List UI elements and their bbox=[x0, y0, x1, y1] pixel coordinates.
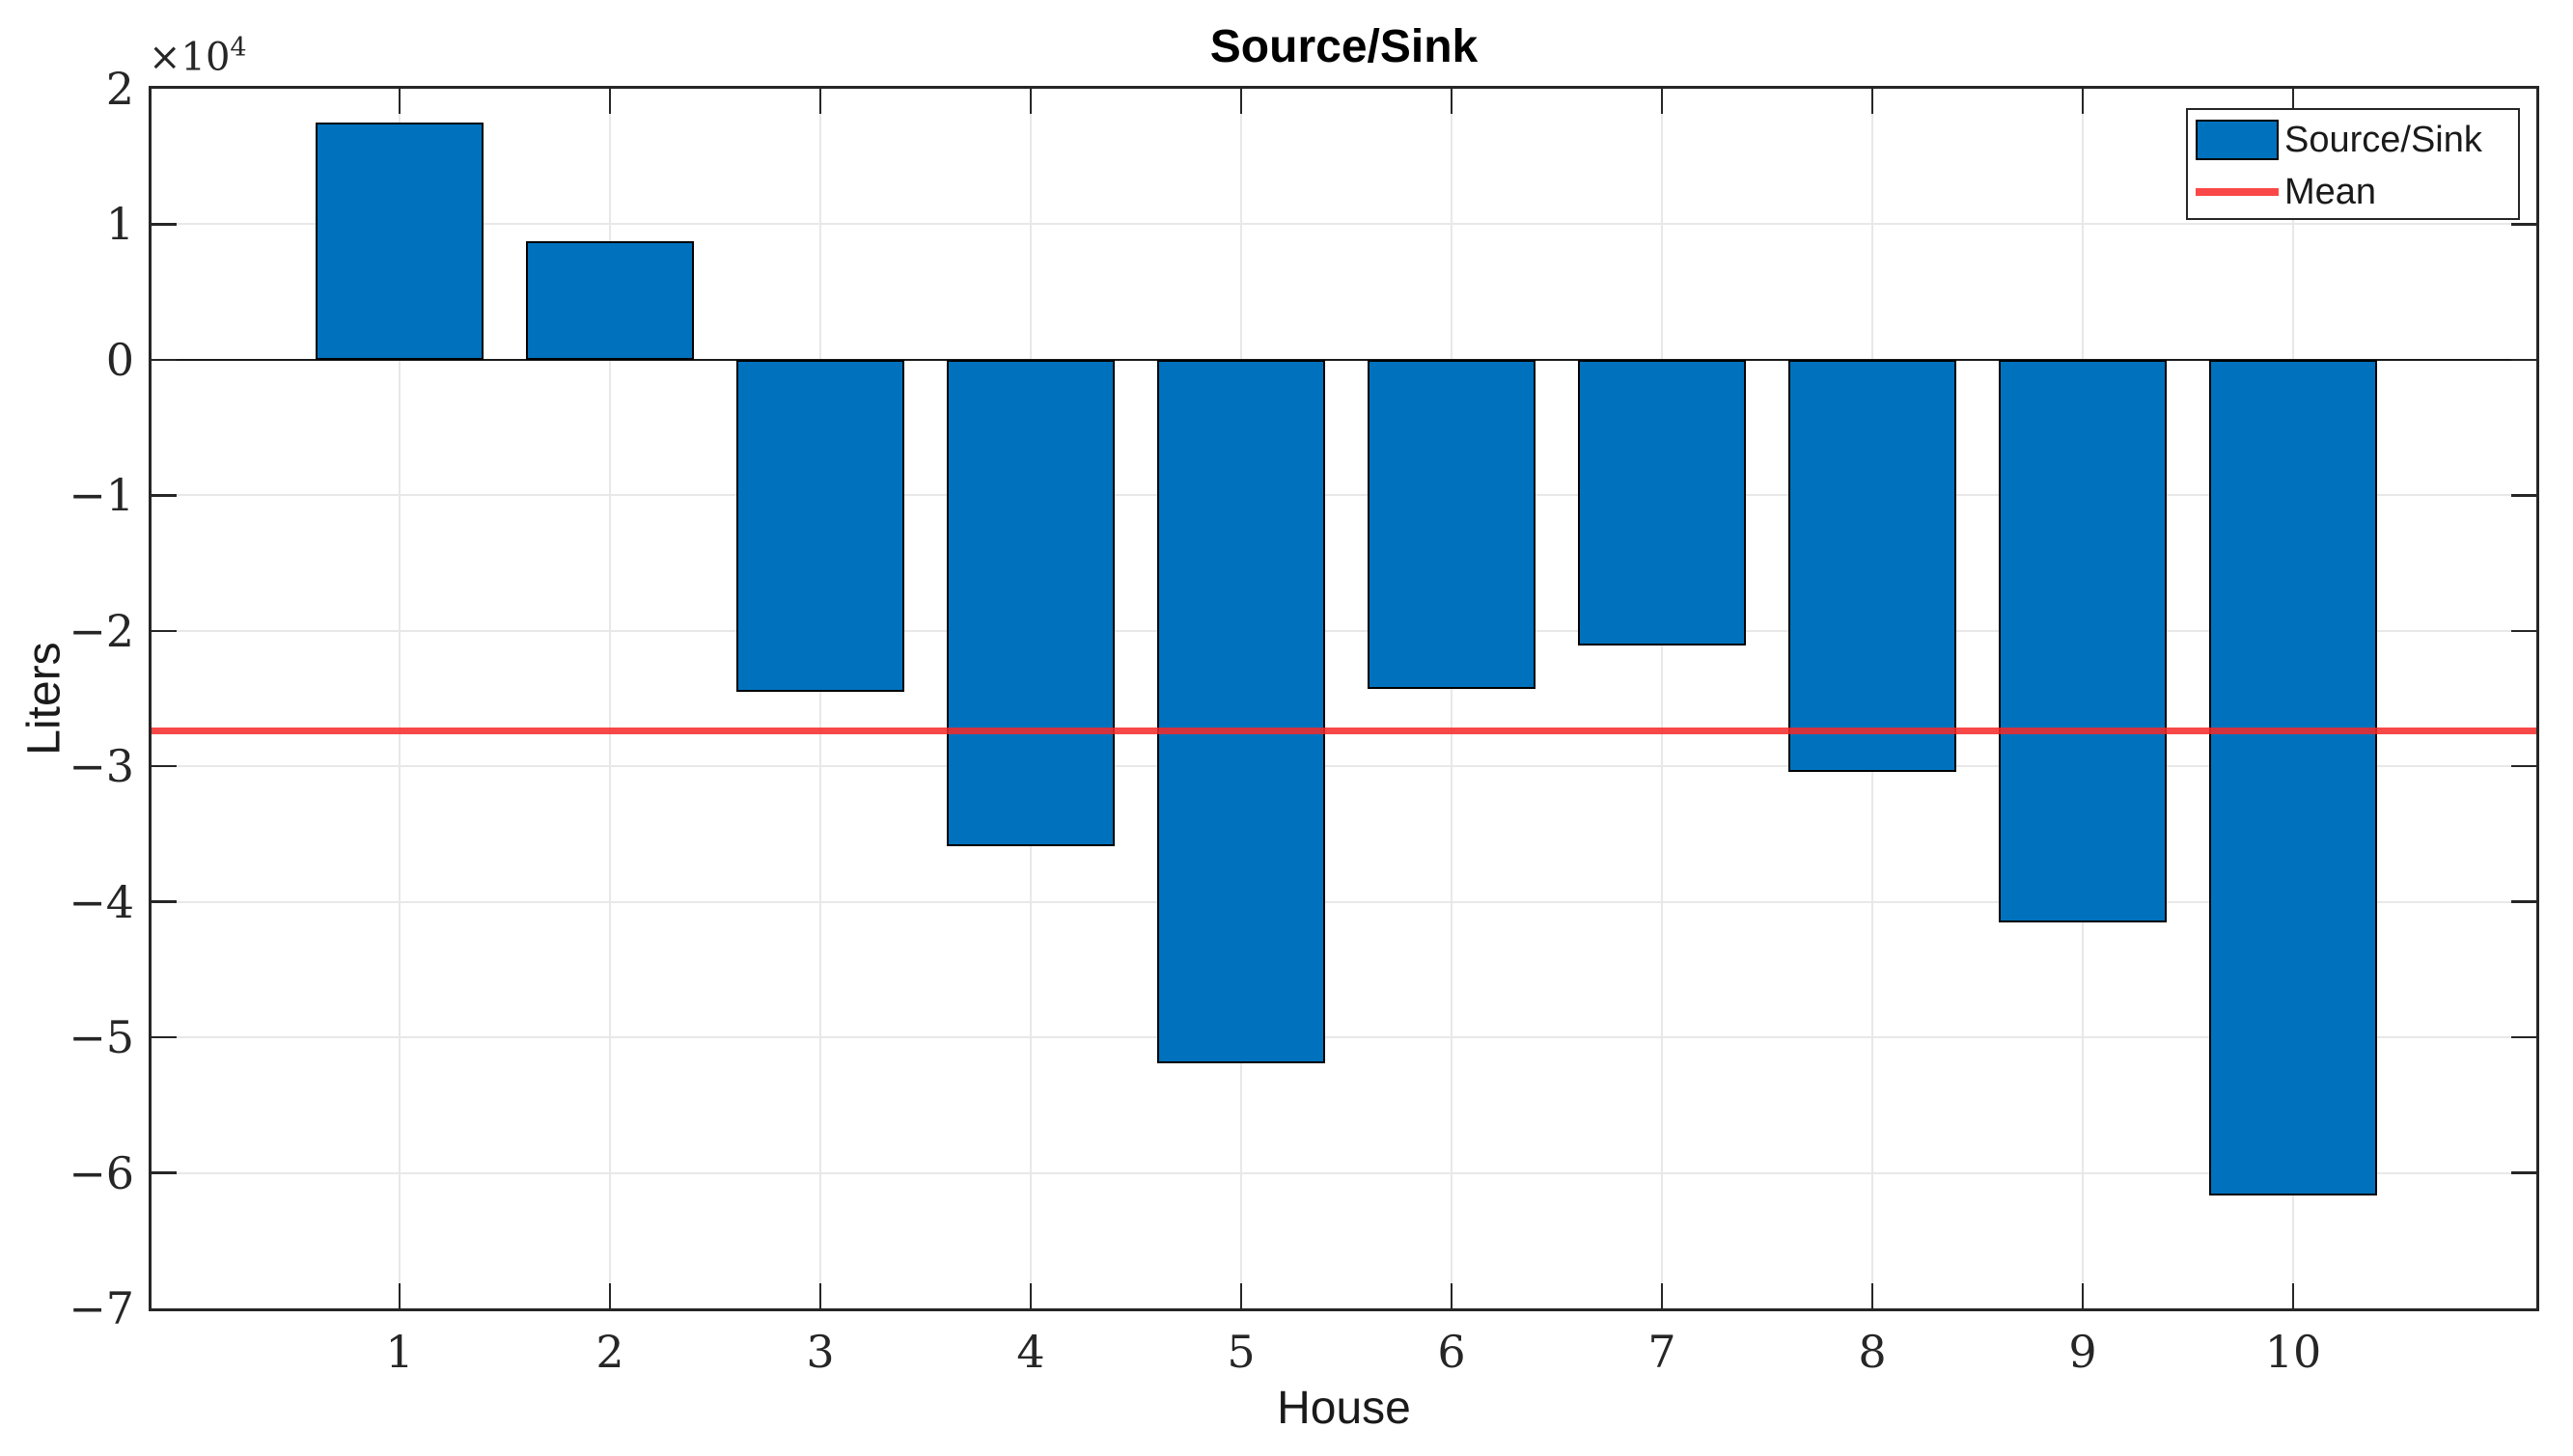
legend: Source/Sink Mean bbox=[2186, 108, 2520, 220]
y-tick-left bbox=[152, 358, 177, 362]
legend-mean-line-sample bbox=[2196, 188, 2279, 196]
y-tick-right bbox=[2511, 1171, 2536, 1174]
y-tick-right bbox=[2511, 629, 2536, 633]
bar-house-4 bbox=[947, 359, 1115, 847]
y-tick-right bbox=[2511, 764, 2536, 768]
x-tick-bottom bbox=[1029, 1283, 1033, 1308]
plot-area bbox=[149, 86, 2539, 1311]
legend-label-mean: Mean bbox=[2284, 172, 2377, 212]
y-gridline bbox=[152, 900, 2536, 903]
y-tick-label: −5 bbox=[69, 1011, 134, 1064]
x-gridline bbox=[1661, 89, 1663, 1308]
y-tick-label: −3 bbox=[69, 740, 134, 793]
x-tick-label: 9 bbox=[2068, 1326, 2097, 1378]
y-tick-left bbox=[152, 900, 177, 903]
x-tick-label: 8 bbox=[1858, 1326, 1887, 1378]
y-tick-label: −6 bbox=[69, 1146, 134, 1199]
x-tick-top bbox=[2291, 89, 2295, 114]
x-gridline bbox=[819, 89, 821, 1308]
y-tick-left bbox=[152, 629, 177, 633]
y-axis-title: Liters bbox=[18, 642, 70, 755]
x-tick-bottom bbox=[818, 1283, 822, 1308]
y-tick-label: 2 bbox=[105, 63, 134, 115]
x-tick-top bbox=[1450, 89, 1453, 114]
x-tick-bottom bbox=[1450, 1283, 1453, 1308]
y-tick-label: 1 bbox=[105, 198, 134, 251]
x-tick-bottom bbox=[1239, 1283, 1243, 1308]
x-tick-bottom bbox=[2291, 1283, 2295, 1308]
x-tick-label: 5 bbox=[1227, 1326, 1256, 1378]
y-tick-label: −7 bbox=[69, 1282, 134, 1334]
x-gridline bbox=[609, 89, 611, 1308]
x-gridline bbox=[1451, 89, 1452, 1308]
bar-house-10 bbox=[2209, 359, 2377, 1196]
y-gridline bbox=[152, 629, 2536, 632]
x-tick-top bbox=[1870, 89, 1874, 114]
bar-house-6 bbox=[1368, 359, 1536, 690]
legend-bar-swatch bbox=[2196, 120, 2279, 160]
y-tick-label: 0 bbox=[105, 333, 134, 386]
y-tick-right bbox=[2511, 358, 2536, 362]
bar-house-1 bbox=[316, 123, 484, 360]
x-tick-label: 2 bbox=[595, 1326, 624, 1378]
y-tick-left bbox=[152, 1035, 177, 1039]
y-tick-right bbox=[2511, 223, 2536, 226]
x-axis-tick-labels: 1 2 3 4 5 6 7 8 9 10 bbox=[152, 1326, 2536, 1378]
y-axis-multiplier-base: ×10 bbox=[149, 35, 231, 80]
y-axis-multiplier: ×104 bbox=[149, 33, 247, 79]
bar-house-5 bbox=[1157, 359, 1325, 1063]
y-tick-right bbox=[2511, 494, 2536, 497]
x-tick-label: 6 bbox=[1437, 1326, 1466, 1378]
y-gridline bbox=[152, 494, 2536, 497]
y-tick-left bbox=[152, 1171, 177, 1174]
x-tick-bottom bbox=[398, 1283, 401, 1308]
y-tick-label: −2 bbox=[69, 604, 134, 657]
bar-house-3 bbox=[736, 359, 904, 692]
x-tick-bottom bbox=[608, 1283, 612, 1308]
x-tick-top bbox=[608, 89, 612, 114]
x-tick-label: 4 bbox=[1016, 1326, 1045, 1378]
x-tick-bottom bbox=[2081, 1283, 2085, 1308]
bar-house-7 bbox=[1578, 359, 1746, 646]
y-axis-multiplier-exponent: 4 bbox=[230, 33, 247, 63]
x-tick-bottom bbox=[1870, 1283, 1874, 1308]
y-axis-tick-labels: 2 1 0 −1 −2 −3 −4 −5 −6 −7 bbox=[0, 67, 134, 1331]
y-tick-left bbox=[152, 764, 177, 768]
y-gridline bbox=[152, 1171, 2536, 1174]
x-axis-title: House bbox=[1277, 1383, 1411, 1434]
zero-baseline bbox=[152, 358, 2536, 362]
x-tick-label: 10 bbox=[2264, 1326, 2322, 1378]
x-tick-top bbox=[818, 89, 822, 114]
y-tick-right bbox=[2511, 1035, 2536, 1039]
bar-house-2 bbox=[526, 241, 694, 360]
chart-title: Source/Sink bbox=[1209, 21, 1479, 72]
y-gridline bbox=[152, 1036, 2536, 1039]
x-tick-top bbox=[2081, 89, 2085, 114]
y-gridline bbox=[152, 765, 2536, 768]
x-tick-top bbox=[1029, 89, 1033, 114]
y-tick-right bbox=[2511, 900, 2536, 903]
y-tick-label: −1 bbox=[69, 469, 134, 522]
mean-line bbox=[152, 728, 2536, 735]
y-gridline bbox=[152, 223, 2536, 226]
legend-label-source-sink: Source/Sink bbox=[2284, 120, 2482, 160]
x-tick-label: 1 bbox=[385, 1326, 414, 1378]
x-tick-top bbox=[1660, 89, 1664, 114]
y-tick-left bbox=[152, 223, 177, 226]
y-tick-label: −4 bbox=[69, 875, 134, 928]
x-tick-top bbox=[1239, 89, 1243, 114]
x-tick-top bbox=[398, 89, 401, 114]
bar-house-9 bbox=[1999, 359, 2167, 922]
x-tick-label: 7 bbox=[1647, 1326, 1676, 1378]
bar-house-8 bbox=[1788, 359, 1956, 772]
x-tick-label: 3 bbox=[806, 1326, 835, 1378]
y-tick-left bbox=[152, 494, 177, 497]
x-gridline bbox=[399, 89, 401, 1308]
x-tick-bottom bbox=[1660, 1283, 1664, 1308]
